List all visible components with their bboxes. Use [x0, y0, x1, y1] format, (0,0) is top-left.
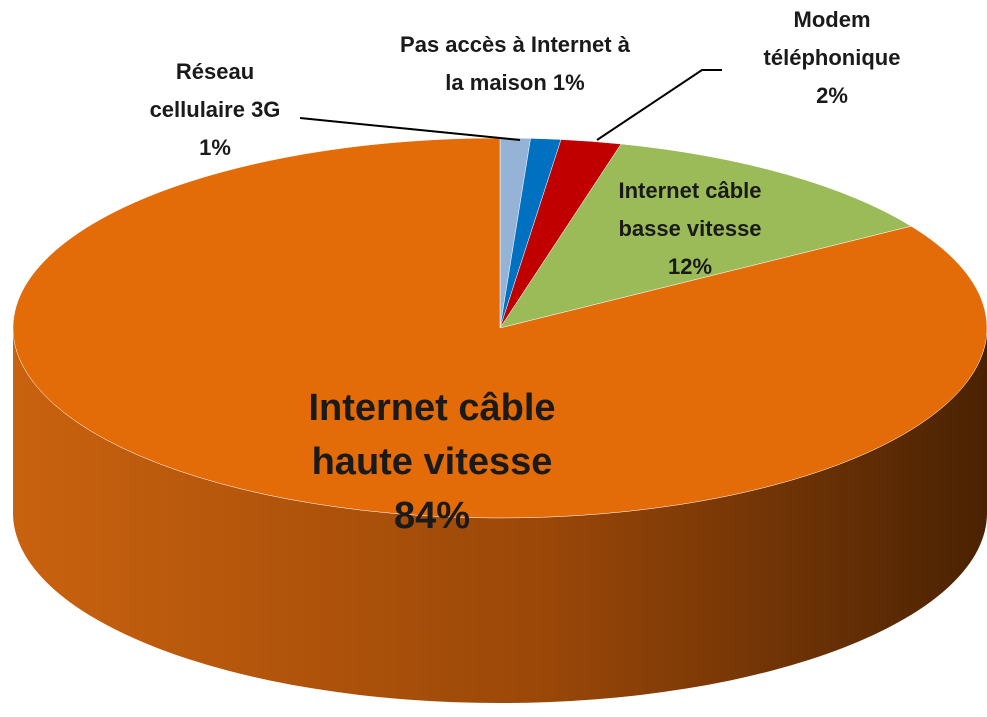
slice-label: Pas accès à Internet à la maison 1% — [395, 26, 635, 102]
value-label: 1% — [552, 70, 585, 95]
slice — [12, 137, 987, 519]
value-label: 2% — [816, 83, 848, 108]
slice — [499, 143, 912, 329]
slice-label: Modem téléphonique 2% — [757, 1, 907, 115]
category-label: Réseau cellulaire 3G — [149, 59, 281, 122]
value-label: 1% — [199, 135, 231, 160]
leader-line — [299, 117, 521, 141]
category-label: Pas accès à Internet à la maison — [400, 32, 630, 95]
category-label: Modem téléphonique — [763, 7, 901, 70]
slice-label: Internet câble haute vitesse 84% — [282, 381, 582, 543]
category-label: Internet câble haute vitesse — [308, 387, 556, 483]
leader-line — [596, 69, 722, 141]
slice-label: Internet câble basse vitesse 12% — [600, 172, 780, 286]
value-label: 84% — [393, 495, 471, 537]
value-label: 12% — [667, 254, 713, 279]
category-label: Internet câble basse vitesse — [618, 178, 762, 241]
slice-side — [13, 328, 987, 703]
slice-label: Réseau cellulaire 3G 1% — [140, 53, 290, 167]
slices — [12, 137, 987, 703]
